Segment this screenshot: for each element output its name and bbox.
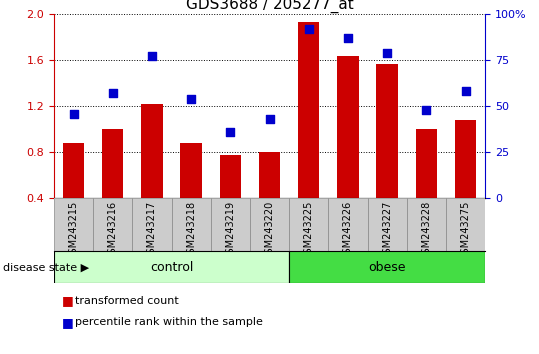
Bar <box>337 56 358 198</box>
Bar <box>289 251 485 283</box>
Bar <box>102 129 123 198</box>
Text: transformed count: transformed count <box>75 296 179 306</box>
Bar <box>259 152 280 198</box>
Point <box>305 26 313 32</box>
Bar <box>298 22 320 198</box>
Text: ■: ■ <box>54 295 74 307</box>
Bar <box>93 198 132 251</box>
Text: GSM243226: GSM243226 <box>343 201 353 260</box>
Text: GSM243227: GSM243227 <box>382 201 392 260</box>
Bar <box>455 120 476 198</box>
Text: GSM243216: GSM243216 <box>108 201 118 260</box>
Bar <box>54 198 93 251</box>
Point <box>226 129 234 135</box>
Bar <box>416 129 437 198</box>
Text: GSM243218: GSM243218 <box>186 201 196 260</box>
Bar <box>407 198 446 251</box>
Point <box>108 91 117 96</box>
Bar <box>446 198 485 251</box>
Point <box>187 96 196 102</box>
Text: obese: obese <box>368 261 406 274</box>
Point <box>148 54 156 59</box>
Text: disease state ▶: disease state ▶ <box>3 262 89 272</box>
Bar <box>368 198 407 251</box>
Bar <box>219 154 241 198</box>
Text: GSM243215: GSM243215 <box>68 201 79 260</box>
Bar <box>54 251 289 283</box>
Bar <box>132 198 171 251</box>
Bar <box>328 198 368 251</box>
Point <box>461 88 470 94</box>
Bar <box>211 198 250 251</box>
Text: GSM243217: GSM243217 <box>147 201 157 260</box>
Bar <box>181 143 202 198</box>
Text: ■: ■ <box>54 316 74 329</box>
Text: GSM243228: GSM243228 <box>421 201 431 260</box>
Bar <box>289 198 328 251</box>
Bar <box>171 198 211 251</box>
Bar <box>376 64 398 198</box>
Text: GSM243225: GSM243225 <box>303 201 314 260</box>
Text: GSM243220: GSM243220 <box>265 201 274 260</box>
Point <box>383 50 391 56</box>
Bar <box>63 143 84 198</box>
Point <box>422 107 431 113</box>
Point <box>265 116 274 122</box>
Text: percentile rank within the sample: percentile rank within the sample <box>75 317 264 327</box>
Title: GDS3688 / 205277_at: GDS3688 / 205277_at <box>185 0 354 13</box>
Text: control: control <box>150 261 193 274</box>
Text: GSM243275: GSM243275 <box>460 201 471 260</box>
Bar <box>141 104 163 198</box>
Point <box>69 111 78 116</box>
Text: GSM243219: GSM243219 <box>225 201 236 260</box>
Point <box>343 35 352 41</box>
Bar <box>250 198 289 251</box>
